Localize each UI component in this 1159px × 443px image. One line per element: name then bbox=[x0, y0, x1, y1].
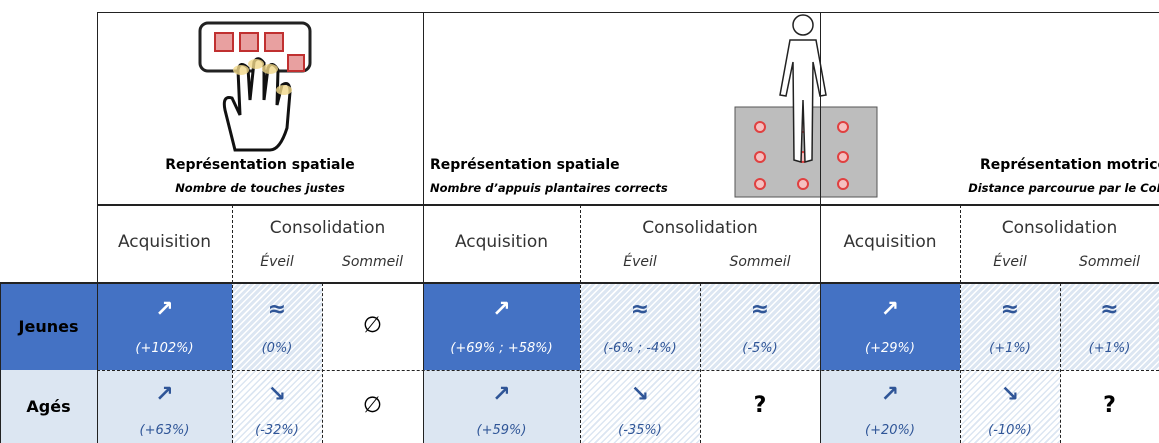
change-value: (-10%) bbox=[988, 423, 1032, 438]
table-cell bbox=[232, 283, 322, 370]
trend-symbol: ≈ bbox=[1100, 297, 1119, 322]
table-cell bbox=[700, 283, 820, 370]
acquisition-header: Acquisition bbox=[843, 232, 937, 252]
row-label: Jeunes bbox=[18, 316, 79, 336]
group-title: Représentation spatiale bbox=[165, 157, 355, 173]
row-label-cell bbox=[0, 370, 97, 443]
table-line bbox=[97, 12, 1159, 13]
table-line bbox=[423, 12, 424, 443]
trend-symbol: ≈ bbox=[267, 297, 287, 322]
consolidation-header: Consolidation bbox=[642, 218, 758, 238]
table-cell bbox=[960, 283, 1060, 370]
sommeil-header: Sommeil bbox=[341, 254, 404, 270]
group-title: Représentation spatiale bbox=[430, 157, 620, 173]
table-line bbox=[820, 12, 821, 443]
table-line bbox=[0, 282, 1159, 284]
trend-symbol: ≈ bbox=[1000, 297, 1020, 322]
change-value: (+1%) bbox=[989, 341, 1031, 356]
table-cell bbox=[97, 283, 232, 370]
change-value: (-5%) bbox=[742, 341, 778, 356]
table-line bbox=[960, 205, 961, 443]
table-line bbox=[232, 205, 233, 443]
eveil-header: Éveil bbox=[623, 254, 657, 270]
table-line bbox=[700, 283, 701, 443]
change-value: (+69% ; +58%) bbox=[450, 341, 553, 356]
table-cell bbox=[1060, 283, 1159, 370]
change-value: (-32%) bbox=[255, 423, 299, 438]
trend-symbol: ∅ bbox=[362, 392, 383, 418]
change-value: (0%) bbox=[261, 341, 293, 356]
change-value: (+1%) bbox=[1088, 341, 1131, 356]
table-line bbox=[1060, 283, 1061, 443]
group-subtitle: Nombre d’appuis plantaires corrects bbox=[430, 181, 668, 195]
change-value: (+29%) bbox=[865, 341, 915, 356]
table-cell bbox=[423, 283, 580, 370]
trend-symbol: ↗ bbox=[155, 297, 174, 322]
group-subtitle: Distance parcourue par le CoP bbox=[968, 181, 1159, 195]
acquisition-header: Acquisition bbox=[454, 232, 549, 252]
change-value: (+20%) bbox=[865, 423, 915, 438]
table-cell bbox=[960, 370, 1060, 443]
table-line bbox=[580, 205, 581, 443]
eveil-header: Éveil bbox=[993, 254, 1027, 270]
trend-symbol: ≈ bbox=[750, 297, 770, 322]
table-line bbox=[97, 370, 1159, 371]
table-line bbox=[0, 283, 1, 443]
row-label-cell bbox=[0, 283, 97, 370]
table-line bbox=[97, 12, 98, 443]
trend-symbol: ? bbox=[1103, 392, 1116, 418]
change-value: (+102%) bbox=[135, 341, 194, 356]
table-cell bbox=[820, 370, 960, 443]
table-cell bbox=[423, 370, 580, 443]
eveil-header: Éveil bbox=[260, 254, 294, 270]
consolidation-header: Consolidation bbox=[269, 218, 386, 238]
trend-symbol: ↗ bbox=[492, 382, 511, 407]
trend-symbol: ∅ bbox=[362, 312, 383, 338]
change-value: (+59%) bbox=[476, 423, 527, 438]
group-title: Représentation motrice bbox=[980, 157, 1159, 173]
trend-symbol: ↘ bbox=[267, 382, 287, 407]
trend-symbol: ↗ bbox=[492, 297, 511, 322]
consolidation-header: Consolidation bbox=[1001, 218, 1118, 238]
table-cell bbox=[580, 283, 700, 370]
table-cell bbox=[232, 370, 322, 443]
change-value: (+63%) bbox=[139, 423, 190, 438]
acquisition-header: Acquisition bbox=[117, 232, 212, 252]
trend-symbol: ↘ bbox=[1000, 382, 1020, 407]
change-value: (-35%) bbox=[618, 423, 662, 438]
trend-symbol: ≈ bbox=[630, 297, 650, 322]
table-line bbox=[97, 204, 1159, 206]
trend-symbol: ↗ bbox=[880, 382, 900, 407]
row-label: Agés bbox=[26, 396, 71, 416]
trend-symbol: ↘ bbox=[630, 382, 650, 407]
trend-symbol: ? bbox=[753, 392, 767, 418]
table-cell bbox=[820, 283, 960, 370]
sommeil-header: Sommeil bbox=[729, 254, 791, 270]
table-cell bbox=[580, 370, 700, 443]
trend-symbol: ↗ bbox=[880, 297, 900, 322]
table-line bbox=[322, 283, 323, 443]
group-subtitle: Nombre de touches justes bbox=[175, 181, 345, 195]
sommeil-header: Sommeil bbox=[1078, 254, 1141, 270]
table-cell bbox=[97, 370, 232, 443]
trend-symbol: ↗ bbox=[155, 382, 174, 407]
change-value: (-6% ; -4%) bbox=[603, 341, 677, 356]
